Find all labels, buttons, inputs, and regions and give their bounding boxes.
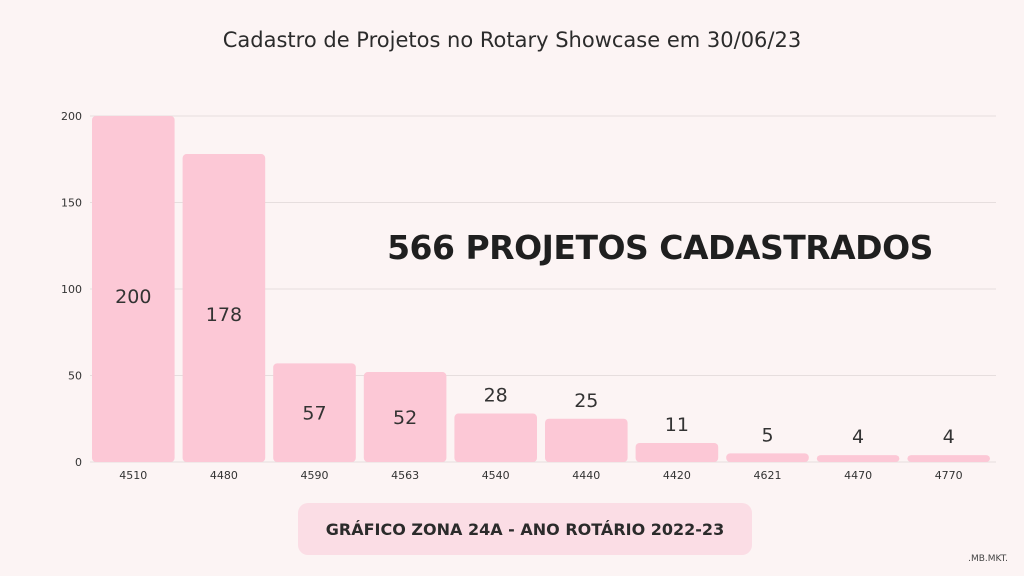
y-tick-label-200: 200 (61, 110, 82, 123)
total-projects-annotation: 566 PROJETOS CADASTRADOS (387, 228, 933, 267)
x-tick-label-4470: 4470 (844, 469, 872, 482)
x-tick-label-4563: 4563 (391, 469, 419, 482)
bar-4440 (545, 418, 628, 462)
signature: .MB.MKT. (968, 554, 1008, 564)
x-tick-label-4510: 4510 (119, 469, 147, 482)
x-tick-label-4420: 4420 (663, 469, 691, 482)
y-tick-label-50: 50 (68, 370, 82, 383)
data-label-4621: 5 (761, 424, 773, 446)
chart-title: Cadastro de Projetos no Rotary Showcase … (222, 28, 802, 52)
footer-caption-text: GRÁFICO ZONA 24A - ANO ROTÁRIO 2022-23 (325, 519, 725, 539)
data-label-4470: 4 (852, 426, 864, 448)
data-label-4540: 28 (484, 385, 508, 407)
y-tick-label-150: 150 (61, 197, 82, 210)
x-tick-label-4440: 4440 (572, 469, 600, 482)
bar-4480 (182, 154, 266, 462)
footer-caption: GRÁFICO ZONA 24A - ANO ROTÁRIO 2022-23 (298, 503, 752, 555)
x-tick-label-4770: 4770 (935, 469, 963, 482)
data-label-4770: 4 (943, 426, 955, 448)
x-tick-label-4540: 4540 (482, 469, 510, 482)
bar-4470 (816, 455, 900, 462)
data-label-4590: 57 (302, 403, 326, 425)
x-tick-label-4480: 4480 (210, 469, 238, 482)
bar-4420 (635, 442, 719, 462)
y-tick-label-100: 100 (61, 283, 82, 296)
y-tick-label-0: 0 (75, 456, 82, 469)
x-tick-label-4590: 4590 (301, 469, 329, 482)
data-label-4510: 200 (115, 286, 151, 308)
bar-4563 (363, 372, 447, 462)
bar-4540 (454, 413, 537, 462)
x-tick-label-4621: 4621 (754, 469, 782, 482)
data-label-4480: 178 (206, 304, 242, 326)
data-label-4420: 11 (665, 414, 689, 436)
bar-4510 (92, 116, 175, 462)
data-label-4563: 52 (393, 407, 417, 429)
bar-4621 (726, 453, 809, 462)
bar-4590 (273, 363, 356, 462)
data-label-4440: 25 (574, 390, 598, 412)
bar-4770 (907, 455, 990, 462)
